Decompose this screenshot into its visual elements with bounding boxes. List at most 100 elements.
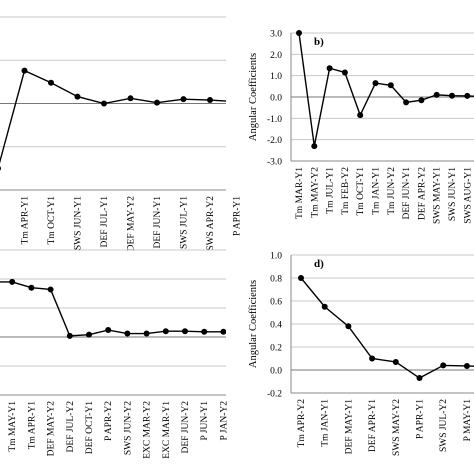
x-tick-label: P MAY-Y1	[463, 399, 473, 442]
data-point	[311, 143, 318, 150]
x-tick-label: SWS JUN-Y2	[123, 401, 133, 455]
y-axis-label: Angular Coefficients	[248, 280, 259, 368]
y-tick-label: 1.0	[270, 72, 282, 82]
data-point	[418, 97, 425, 104]
data-point	[0, 166, 1, 171]
x-tick-label: SWS JUL-Y1	[180, 196, 190, 249]
y-tick-label: -0.2	[267, 390, 282, 400]
x-tick-label: DEF APR-Y1	[368, 399, 378, 452]
x-tick-label: DEF MAY-Y2	[47, 401, 57, 457]
x-tick-label: P JAN-Y2	[219, 401, 229, 441]
x-tick-label: DEF APR-Y2	[417, 167, 427, 220]
x-tick-label: Tm JUL-Y1	[326, 167, 336, 214]
x-tick-label: Tm JAN-Y1	[372, 167, 382, 215]
y-tick-label: -2.0	[267, 136, 282, 146]
x-tick-label: DEF JUN-Y1	[153, 196, 163, 249]
chart-panel-4: 1.0 0.8 0.6 0.4 0.2 0.0 -0.2 Angular Coefficien…	[248, 252, 474, 456]
x-tick-label: Tm JUN-Y2	[387, 167, 397, 215]
series-line	[0, 69, 226, 164]
data-point	[440, 362, 447, 369]
data-point	[101, 100, 107, 107]
x-tick-label: Tm MAR-Y1	[295, 167, 305, 219]
y-tick-label: 0.8	[270, 275, 282, 285]
x-tick-label: DEF MAY-Y2	[127, 196, 137, 252]
data-point	[369, 355, 376, 362]
x-tick-label: DEF JUN-Y1	[402, 167, 412, 220]
x-tick-label: EXC MAR-Y2	[143, 401, 153, 459]
data-point	[345, 323, 352, 330]
x-tick-label: Tm APR-Y2	[297, 399, 307, 448]
x-tick-label: SWS MAY-Y2	[392, 399, 402, 456]
x-tick-label: Tm OCT-Y1	[356, 167, 366, 216]
data-point	[372, 80, 379, 87]
data-point	[298, 275, 304, 281]
data-point	[234, 99, 240, 105]
data-point	[357, 112, 364, 119]
y-tick-label: 0.6	[270, 298, 282, 308]
y-tick-label: 3.0	[270, 30, 282, 40]
data-point	[162, 328, 169, 335]
y-tick-label: 0.0	[270, 94, 282, 104]
x-tick-label: EXC MAR-Y1	[162, 401, 172, 459]
data-point	[48, 79, 54, 86]
x-tick-label: Tm JAN-Y1	[321, 399, 331, 447]
data-point	[341, 69, 348, 76]
data-point	[105, 327, 112, 334]
data-point	[74, 93, 81, 100]
y-tick-label: 0.0	[270, 367, 282, 377]
x-tick-label: DEF MAY-Y1	[344, 399, 354, 455]
data-point	[403, 99, 410, 106]
x-tick-label: Tm APR-Y1	[27, 401, 37, 450]
data-point	[47, 286, 54, 293]
y-tick-label: 2.0	[270, 51, 282, 61]
y-tick-label: -1.0	[267, 115, 282, 125]
x-tick-label: Tm MAY-Y1	[8, 401, 18, 452]
data-point	[143, 330, 150, 337]
chart-panel-1: Tm APR-Y1 Tm OCT-Y1 SWS JUN-Y1 DEF JUL-Y1 DE…	[0, 16, 243, 252]
x-tick-label: P APR-Y1	[233, 196, 243, 236]
data-point	[124, 330, 131, 337]
x-tick-label: SWS JUL-Y2	[439, 399, 449, 452]
series-line	[0, 281, 224, 337]
data-point	[201, 328, 208, 335]
x-tick-label: SWS MAY-Y1	[433, 167, 443, 224]
panel-label: d)	[314, 258, 324, 270]
x-tick-label: SWS AUG-Y1	[463, 167, 473, 224]
data-point	[321, 303, 328, 310]
x-tick-label: Tm OCT-Y1	[47, 196, 57, 245]
x-tick-label: Tm APR-Y1	[21, 196, 31, 245]
data-point	[433, 91, 440, 98]
data-point	[86, 331, 92, 338]
y-axis-label: Angular Coefficients	[248, 53, 259, 141]
y-tick-label: -3.0	[267, 158, 282, 168]
data-point	[9, 278, 16, 285]
data-point	[127, 95, 134, 102]
x-tick-label: SWS JUN-Y1	[448, 167, 458, 221]
data-point	[182, 328, 188, 335]
data-point	[220, 328, 226, 335]
data-point	[326, 65, 333, 72]
y-tick-label: 0.2	[270, 344, 282, 354]
data-point	[464, 92, 471, 99]
x-tick-label: P APR-Y2	[104, 401, 114, 441]
data-point	[66, 332, 73, 339]
data-point	[21, 67, 28, 74]
data-point	[463, 362, 470, 369]
chart-panel-3: Tm MAY-Y1 Tm APR-Y1 DEF MAY-Y2 DEF JUL-Y2 DE…	[0, 249, 229, 459]
chart-panel-2: 3.0 2.0 1.0 0.0 -1.0 -2.0 -3.0 Angular Coeffici…	[248, 30, 474, 224]
x-tick-label: DEF JUN-Y2	[181, 401, 191, 454]
x-tick-label: SWS APR-Y2	[206, 196, 216, 251]
data-point	[392, 358, 399, 365]
y-tick-label: 1.0	[270, 252, 282, 262]
series-line	[300, 277, 474, 379]
panel-label: b)	[314, 36, 324, 48]
data-point	[28, 284, 35, 291]
data-point	[449, 92, 455, 99]
data-point	[180, 96, 187, 103]
x-tick-label: DEF JUL-Y2	[66, 401, 76, 453]
data-point	[154, 99, 160, 106]
x-tick-label: P APR-Y1	[416, 399, 426, 439]
data-point	[416, 375, 423, 382]
data-point	[387, 82, 394, 89]
